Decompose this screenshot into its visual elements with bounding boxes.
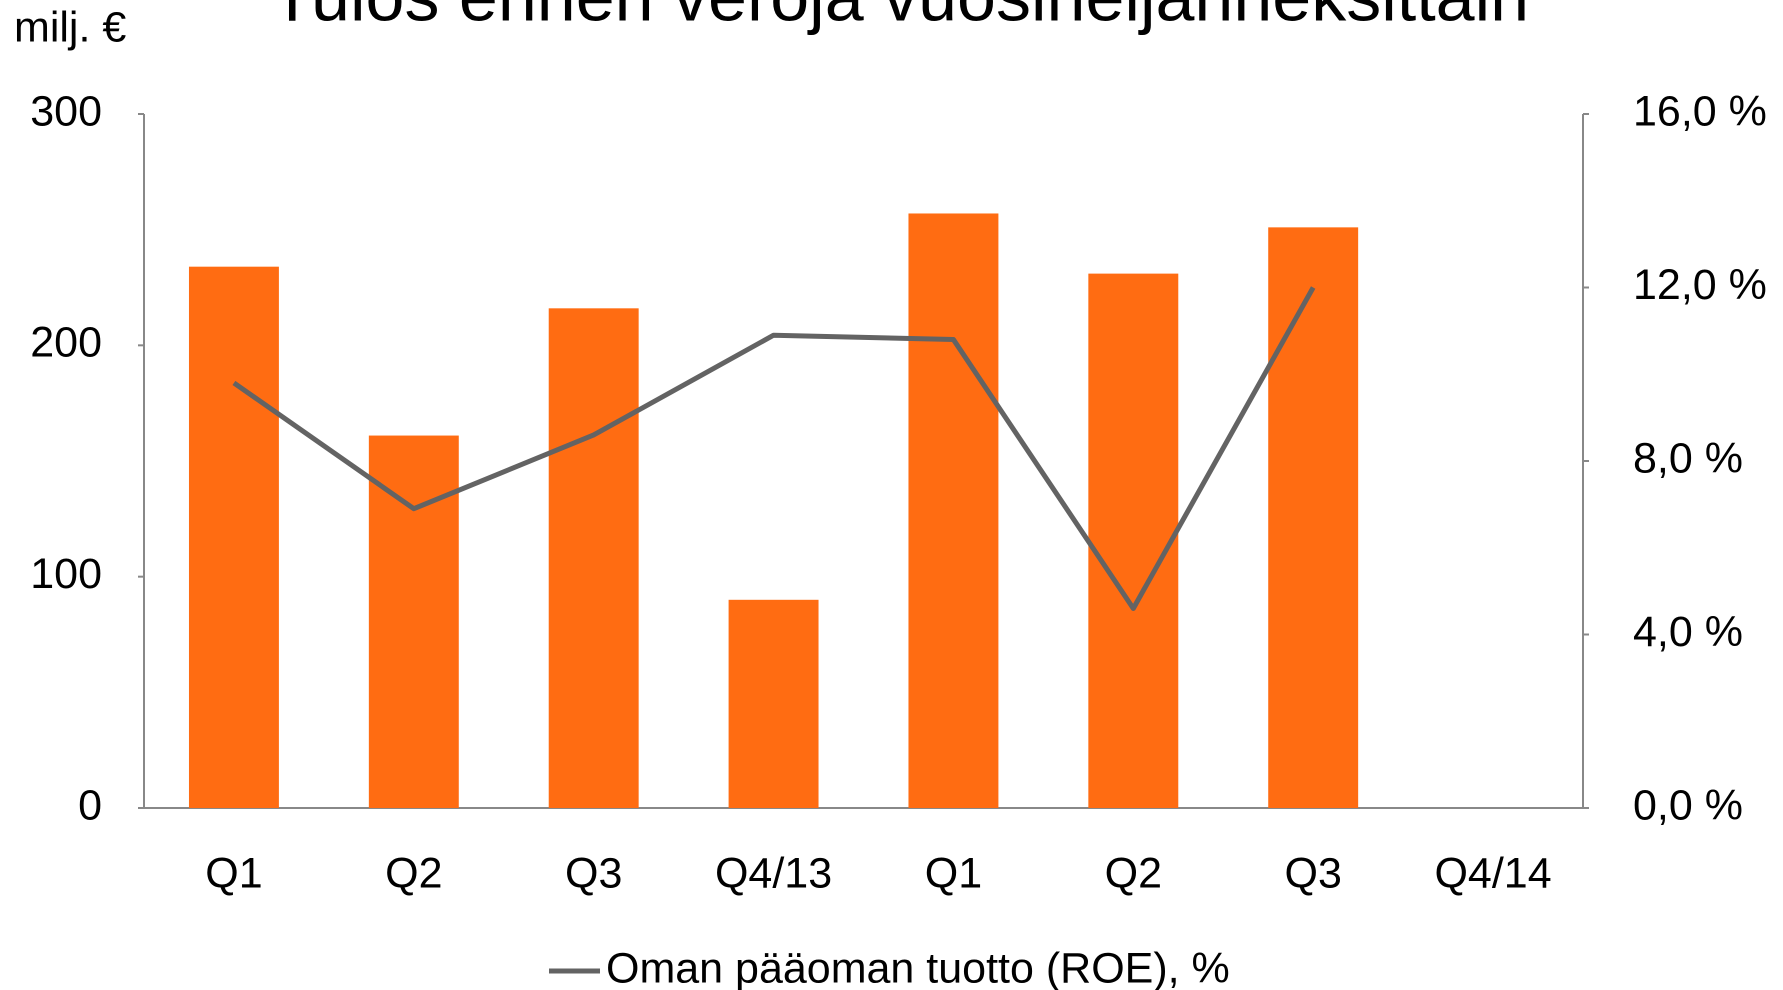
x-tick-label: Q4/14 <box>1434 849 1551 897</box>
y-tick-label: 300 <box>30 87 102 135</box>
line <box>232 286 1316 611</box>
y-axis-label: milj. € <box>14 3 126 51</box>
bar <box>1088 273 1179 808</box>
x-tick-label: Q1 <box>205 849 262 897</box>
y2-tick-label: 8,0 % <box>1633 434 1743 482</box>
x-tick-label: Q3 <box>565 849 622 897</box>
y2-tick-label: 12,0 % <box>1633 261 1767 309</box>
bar <box>728 599 819 808</box>
bar <box>908 213 999 808</box>
bar <box>368 435 459 808</box>
x-tick-label: Q1 <box>925 849 982 897</box>
bar <box>1268 227 1359 808</box>
y2-tick-label: 0,0 % <box>1633 781 1743 829</box>
y-tick-label: 100 <box>30 550 102 598</box>
x-tick-label: Q3 <box>1285 849 1342 897</box>
bar <box>188 266 279 808</box>
x-tick-label: Q4/13 <box>715 849 832 897</box>
x-tick-label: Q2 <box>385 849 442 897</box>
y-tick-label: 200 <box>30 319 102 367</box>
x-tick-label: Q2 <box>1105 849 1162 897</box>
legend-label: Oman pääoman tuotto (ROE), % <box>606 944 1230 990</box>
y-tick-label: 0 <box>78 781 102 829</box>
bar <box>548 308 639 808</box>
chart-title: Tulos ennen veroja vuosineljänneksittäin <box>271 0 1529 35</box>
y2-tick-label: 16,0 % <box>1633 87 1767 135</box>
y2-tick-label: 4,0 % <box>1633 608 1743 656</box>
